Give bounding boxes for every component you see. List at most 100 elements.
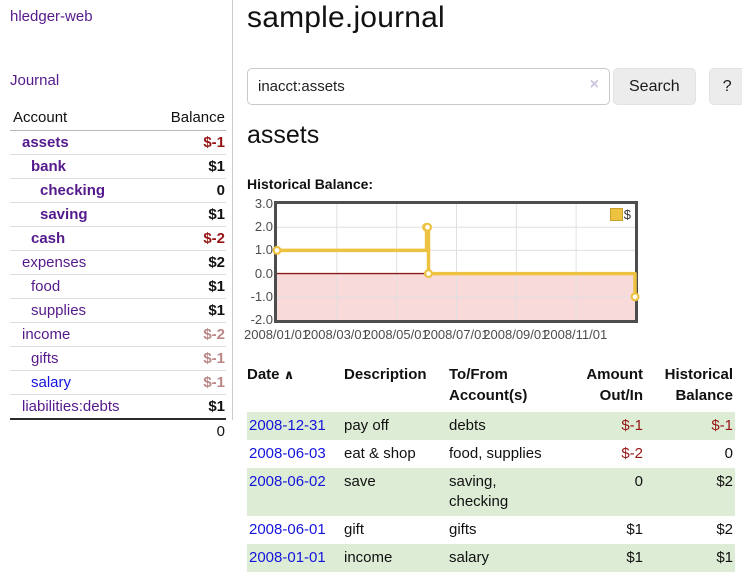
chart-title: Historical Balance: (247, 176, 374, 192)
accounts-header-account: Account (10, 106, 152, 131)
transaction-description: gift (344, 521, 365, 538)
account-row: supplies $1 (10, 298, 226, 323)
x-axis-tick-label: 2008/11/01 (543, 327, 608, 342)
register-row: 2008-01-01 income salary $1 $1 (247, 544, 735, 572)
page-title: sample.journal (247, 1, 445, 34)
transaction-balance: $-1 (711, 417, 733, 434)
x-axis-tick-label: 2008/07/01 (423, 327, 489, 342)
register-row: 2008-06-02 save saving, checking 0 $2 (247, 468, 735, 516)
accounts-header-balance: Balance (151, 106, 226, 131)
account-balance: 0 (151, 178, 226, 203)
register-header-date[interactable]: Date ∧ (247, 366, 295, 383)
transaction-description: pay off (344, 417, 389, 434)
chart-plot-area: $ (272, 201, 640, 323)
transaction-amount: $-1 (621, 417, 643, 434)
transaction-date-link[interactable]: 2008-12-31 (249, 417, 326, 434)
account-balance: $2 (151, 250, 226, 275)
account-row: food $1 (10, 274, 226, 299)
transaction-balance: $1 (716, 549, 733, 566)
transaction-date-link[interactable]: 2008-06-03 (249, 445, 326, 462)
search-button[interactable]: Search (613, 68, 696, 105)
accounts-table-body: assets $-1 bank $1 checking 0 saving $1 cash $-2 e… (10, 131, 226, 419)
chevron-up-icon: ∧ (283, 367, 295, 382)
transaction-date-link[interactable]: 2008-06-01 (249, 521, 326, 538)
chart-legend: $ (609, 207, 631, 222)
account-balance: $-2 (151, 226, 226, 251)
x-axis-tick-label: 2008/09/01 (483, 327, 549, 342)
account-balance: $-1 (151, 346, 226, 371)
account-link-salary[interactable]: salary (31, 374, 72, 391)
transaction-accounts: food, supplies (449, 445, 542, 462)
x-axis-tick-label: 2008/05/01 (363, 327, 429, 342)
transaction-description: eat & shop (344, 445, 416, 462)
account-link-food[interactable]: food (31, 278, 61, 295)
transaction-description: save (344, 473, 376, 490)
account-link-income[interactable]: income (22, 326, 71, 343)
account-row: cash $-2 (10, 226, 226, 251)
legend-swatch-icon (609, 208, 623, 221)
register-table-body: 2008-12-31 pay off debts $-1 $-1 2008-06-03 ea… (247, 412, 735, 572)
sidebar-divider (232, 0, 233, 420)
transaction-description: income (344, 549, 393, 566)
account-link-checking[interactable]: checking (40, 182, 106, 199)
account-balance: $-2 (151, 322, 226, 347)
transaction-balance: 0 (724, 445, 733, 462)
account-link-cash[interactable]: cash (31, 230, 66, 247)
transaction-amount: 0 (634, 473, 643, 490)
account-balance: $1 (151, 274, 226, 299)
y-axis-tick-label: -2.0 (250, 312, 273, 327)
account-link-bank[interactable]: bank (31, 158, 67, 175)
account-balance: $1 (151, 202, 226, 227)
account-balance: $1 (151, 298, 226, 323)
transaction-accounts: gifts (449, 521, 477, 538)
account-link-supplies[interactable]: supplies (31, 302, 87, 319)
clear-search-icon[interactable]: × (589, 76, 599, 93)
register-row: 2008-12-31 pay off debts $-1 $-1 (247, 412, 735, 440)
register-header-amount: Amount Out/In (586, 366, 643, 404)
transaction-accounts: debts (449, 417, 486, 434)
transaction-accounts: salary (449, 549, 490, 566)
transaction-amount: $1 (626, 549, 643, 566)
y-axis-tick-label: 2.0 (254, 219, 273, 235)
account-link-saving[interactable]: saving (40, 206, 88, 223)
accounts-total-value: 0 (151, 418, 226, 443)
account-row: expenses $2 (10, 250, 226, 275)
transaction-date-link[interactable]: 2008-06-02 (249, 473, 326, 490)
account-row: assets $-1 (10, 131, 226, 155)
y-axis-tick-label: -1.0 (250, 288, 273, 304)
account-row: salary $-1 (10, 370, 226, 395)
account-link-liabilities-debts[interactable]: liabilities:debts (22, 398, 120, 415)
accounts-total-spacer (10, 418, 152, 443)
account-link-assets[interactable]: assets (22, 134, 69, 151)
account-row: bank $1 (10, 154, 226, 179)
account-balance: $-1 (151, 370, 226, 395)
account-heading: assets (247, 121, 320, 149)
register-header-accounts: To/From Account(s) (449, 366, 528, 404)
accounts-header-row: Account Balance (10, 106, 226, 131)
account-row: saving $1 (10, 202, 226, 227)
account-link-gifts[interactable]: gifts (31, 350, 59, 367)
y-axis-tick-label: 1.0 (254, 242, 273, 258)
account-balance: $-1 (203, 134, 225, 151)
account-balance: $1 (151, 394, 226, 419)
y-axis-tick-label: 0.0 (254, 265, 273, 281)
sidebar-item-journal[interactable]: Journal (10, 72, 60, 89)
x-axis-tick-label: 2008/03/01 (303, 327, 369, 342)
transaction-date-link[interactable]: 2008-01-01 (249, 549, 326, 566)
chart-svg (272, 204, 640, 320)
accounts-table: Account Balance assets $-1 bank $1 checking 0… (10, 106, 226, 443)
accounts-total-row: 0 (10, 418, 226, 443)
search-box: × (247, 68, 610, 105)
account-row: income $-2 (10, 322, 226, 347)
transaction-amount: $1 (626, 521, 643, 538)
search-input[interactable] (247, 68, 610, 105)
search-bar: × Search ? (247, 68, 742, 105)
account-link-expenses[interactable]: expenses (22, 254, 87, 271)
account-balance: $1 (151, 154, 226, 179)
app-title-link[interactable]: hledger-web (10, 8, 93, 25)
y-axis-tick-label: 3.0 (254, 196, 273, 211)
register-row: 2008-06-01 gift gifts $1 $2 (247, 516, 735, 544)
account-row: liabilities:debts $1 (10, 394, 226, 419)
help-button[interactable]: ? (708, 68, 742, 105)
account-row: gifts $-1 (10, 346, 226, 371)
